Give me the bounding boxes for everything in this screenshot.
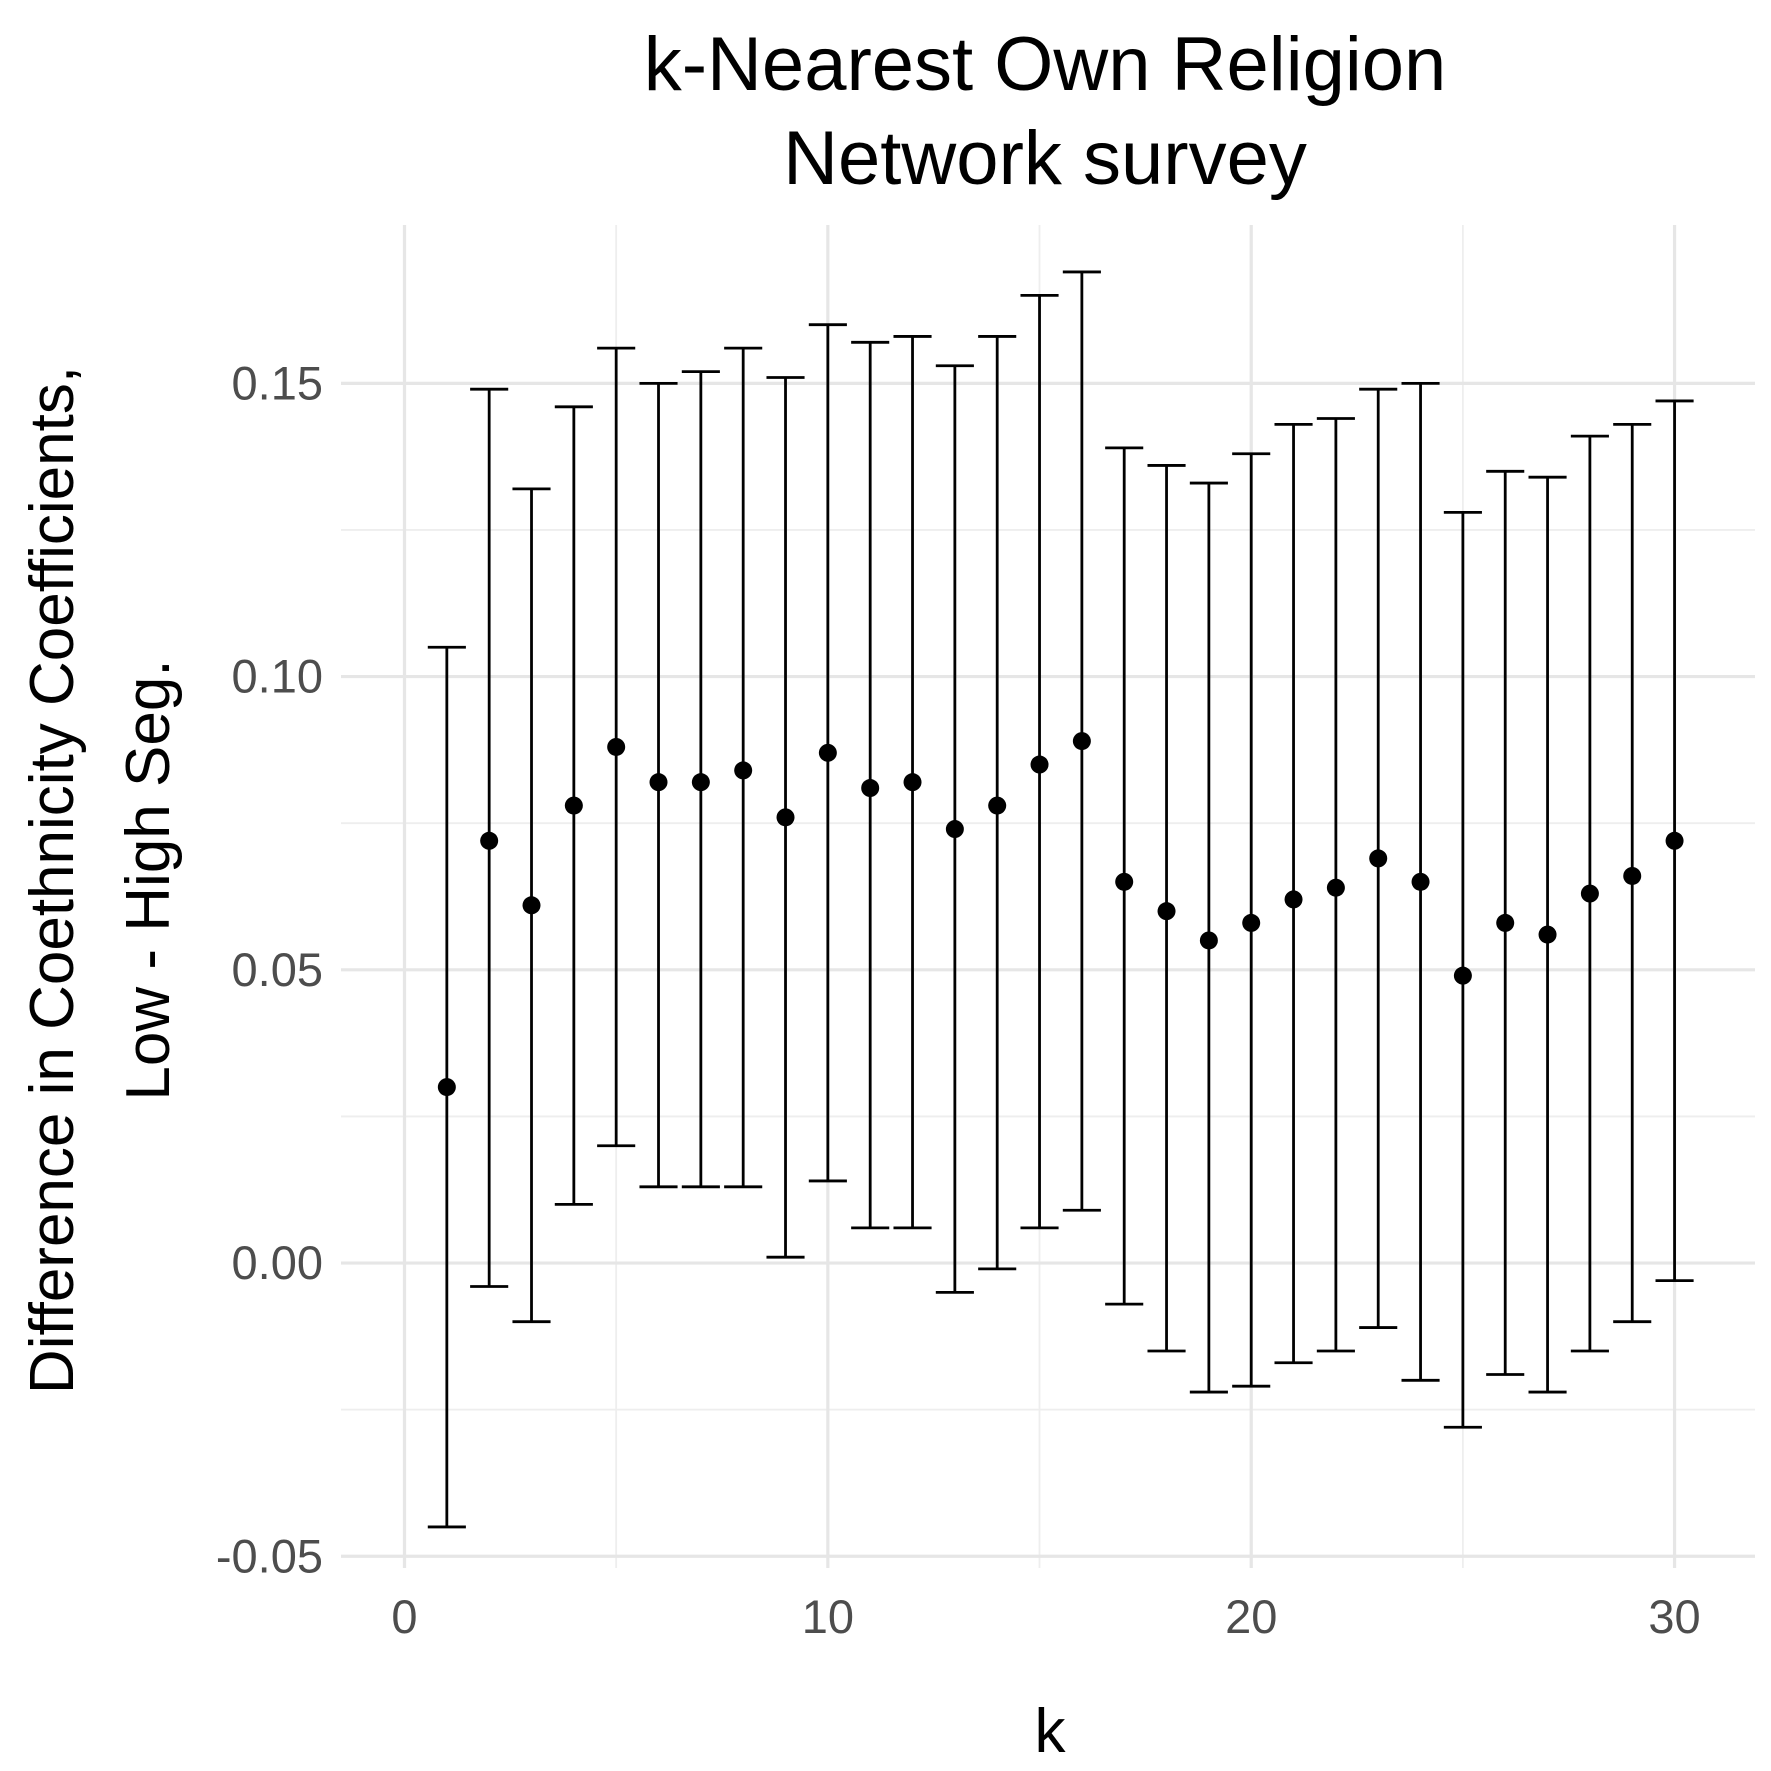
estimate-point	[861, 779, 880, 798]
y-tick-label: -0.05	[216, 1529, 323, 1582]
estimate-point	[1115, 872, 1134, 891]
x-tick-label: 10	[802, 1590, 854, 1643]
estimate-point	[1665, 831, 1684, 850]
estimate-point	[480, 831, 499, 850]
y-tick-label: 0.15	[232, 356, 323, 409]
estimate-point	[1623, 866, 1642, 885]
estimate-point	[649, 773, 668, 792]
x-axis-tick-labels: 0 10 20 30	[391, 1590, 1700, 1643]
estimate-point	[564, 796, 583, 815]
estimate-point	[734, 761, 753, 780]
x-tick-label: 20	[1225, 1590, 1277, 1643]
grid-lines	[341, 225, 1755, 1568]
x-tick-label: 30	[1648, 1590, 1700, 1643]
estimate-point	[1369, 849, 1388, 868]
estimate-point	[522, 896, 541, 915]
estimate-point	[691, 773, 710, 792]
estimate-point	[607, 737, 626, 756]
chart-title-line-2: Network survey	[783, 116, 1307, 201]
estimate-point	[988, 796, 1007, 815]
estimate-point	[776, 808, 795, 827]
estimate-point	[1030, 755, 1049, 774]
y-tick-label: 0.05	[232, 943, 323, 996]
y-axis-tick-labels: -0.05 0.00 0.05 0.10 0.15	[216, 356, 323, 1582]
estimate-point	[818, 743, 837, 762]
estimate-point	[1411, 872, 1430, 891]
x-tick-label: 0	[391, 1590, 417, 1643]
y-tick-label: 0.10	[232, 650, 323, 703]
y-axis-title-line-2: Low - High Seg.	[114, 659, 183, 1100]
estimate-point	[437, 1078, 456, 1097]
chart-title-line-1: k-Nearest Own Religion	[644, 22, 1447, 107]
estimate-points	[437, 732, 1684, 1097]
estimate-point	[1284, 890, 1303, 909]
estimate-point	[1199, 931, 1218, 950]
y-axis-title: Difference in Coethnicity Coefficients, …	[18, 366, 183, 1394]
estimate-point	[1538, 925, 1557, 944]
estimate-point	[1157, 902, 1176, 921]
estimate-point	[1496, 913, 1515, 932]
estimate-point	[1453, 966, 1472, 985]
estimate-point	[1072, 732, 1091, 751]
x-axis-title: k	[1035, 1697, 1067, 1766]
estimate-point	[1580, 884, 1599, 903]
estimate-point	[1326, 878, 1345, 897]
error-bars	[427, 270, 1694, 1529]
estimate-point	[903, 773, 922, 792]
estimate-point	[945, 820, 964, 839]
y-tick-label: 0.00	[232, 1236, 323, 1289]
estimate-point	[1242, 913, 1261, 932]
y-axis-title-line-1: Difference in Coethnicity Coefficients,	[18, 366, 87, 1394]
